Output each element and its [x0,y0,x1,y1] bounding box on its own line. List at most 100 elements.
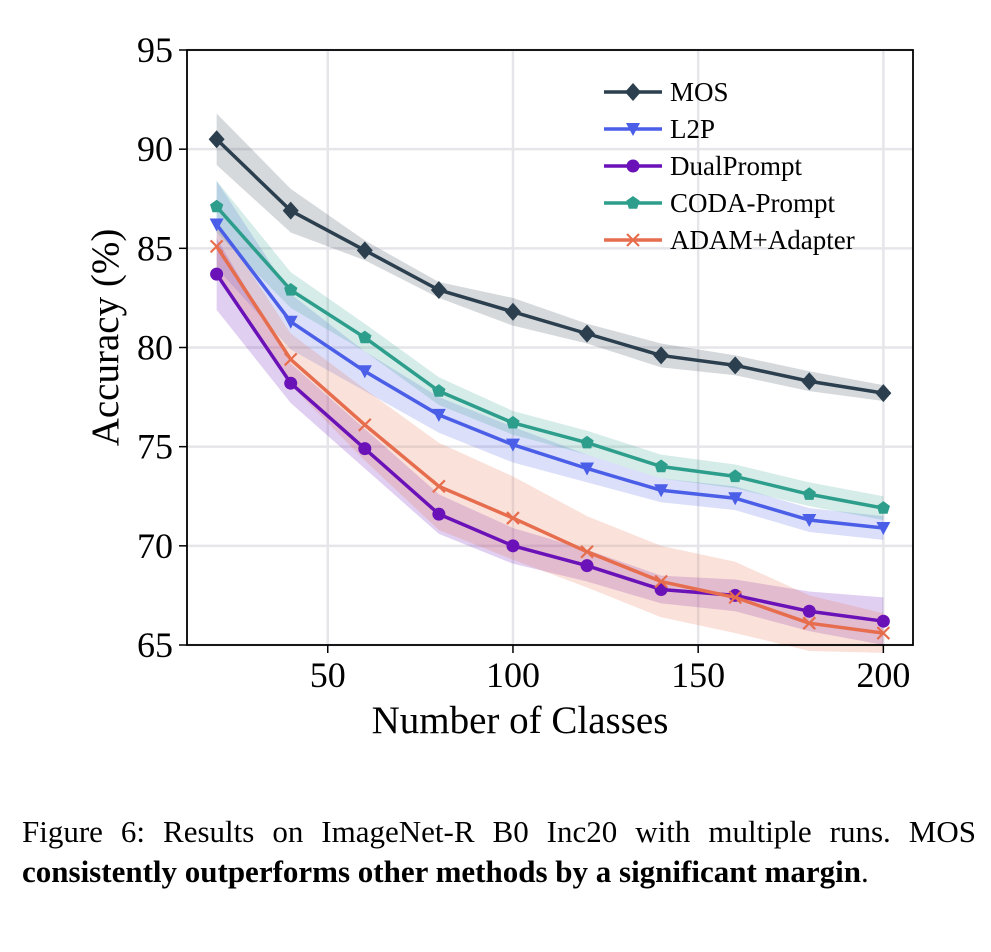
legend-marker [625,83,641,101]
marker-stroke [728,590,742,605]
y-tick-label: 65 [137,625,173,665]
legend-item-l2p: L2P [604,114,715,144]
marker-stroke [626,233,640,247]
data-point-coda-prompt [432,384,446,397]
data-point-coda-prompt [580,435,594,449]
marker-stroke [802,616,817,630]
data-point-l2p [209,218,224,232]
marker-stroke [580,545,594,559]
y-tick-label: 80 [137,328,173,368]
y-tick-label: 70 [137,526,173,566]
data-point-l2p [802,514,817,528]
data-point-adam-adapter [728,590,742,605]
legend-item-mos: MOS [604,77,729,107]
data-point-coda-prompt [506,415,520,429]
data-point-adam-adapter [580,545,594,559]
data-point-l2p [728,492,743,506]
data-point-dualprompt [802,604,816,618]
data-point-dualprompt [210,267,224,281]
data-point-mos [504,302,521,321]
data-point-mos [430,280,447,299]
legend: MOS L2P DualPrompt CODA-Prompt ADAM+Adapter [604,77,855,255]
marker-stroke [876,626,891,640]
series-line-adam-adapter [215,245,884,635]
confidence-band [216,180,884,521]
data-point-mos [579,324,596,343]
data-point-adam-adapter [654,574,668,589]
caption-label: Figure 6: [22,814,146,849]
marker-stroke [283,352,298,367]
caption-text: Results on ImageNet-R B0 Inc20 with mult… [145,814,976,849]
data-point-mos [801,372,818,391]
marker-stroke [432,479,446,494]
data-point-l2p [876,521,891,535]
data-point-coda-prompt [876,501,890,514]
data-point-adam-adapter [358,418,372,432]
data-point-coda-prompt [728,469,742,483]
x-tick-label: 150 [671,655,725,695]
data-point-adam-adapter [506,511,520,525]
legend-marker [626,159,640,173]
legend-marker [626,233,640,247]
x-tick-label: 200 [856,655,910,695]
series-line-l2p [215,223,884,530]
caption-end: . [860,854,869,890]
data-point-coda-prompt [802,487,816,500]
data-point-l2p [505,438,520,452]
data-point-mos [727,356,744,375]
legend-label: ADAM+Adapter [670,225,855,255]
y-tick-label: 75 [137,427,173,467]
legend-marker [626,196,640,209]
y-tick-label: 85 [137,228,173,268]
data-point-l2p [283,315,298,329]
line-chart: 50 100 150 200 65 70 75 80 85 90 95 Number of Class… [84,30,914,742]
series-line-mos [215,137,884,395]
data-point-l2p [357,365,372,379]
marker-stroke [358,418,372,432]
data-point-dualprompt [876,614,890,628]
legend-label: CODA-Prompt [670,188,836,218]
x-tick-label: 100 [486,655,540,695]
legend-label: MOS [670,77,729,107]
data-point-mos [208,130,225,149]
data-point-dualprompt [432,507,446,521]
legend-item-dualprompt: DualPrompt [604,151,802,181]
y-tick-label: 90 [137,129,173,169]
data-point-dualprompt [358,442,372,456]
data-point-adam-adapter [209,239,224,254]
y-tick-label: 95 [137,30,173,70]
data-point-adam-adapter [802,616,817,630]
series-line-dualprompt [215,273,884,623]
data-point-dualprompt [506,539,520,553]
data-point-l2p [580,462,595,476]
legend-label: L2P [670,114,715,144]
series-line-coda-prompt [215,205,884,510]
caption-bold-text: consistently outperforms other methods b… [22,854,861,890]
data-point-coda-prompt [284,283,298,296]
data-point-adam-adapter [283,352,298,367]
x-tick-label: 50 [310,655,346,695]
data-point-l2p [654,484,669,498]
figure-caption: Figure 6: Results on ImageNet-R B0 Inc20… [22,812,976,893]
data-point-mos [356,241,373,260]
data-point-adam-adapter [432,479,446,494]
data-point-l2p [431,408,446,422]
data-point-mos [653,346,670,365]
data-point-mos [875,384,892,403]
x-axis-label: Number of Classes [372,699,669,742]
data-point-coda-prompt [358,330,372,344]
confidence-band [216,238,884,645]
data-point-adam-adapter [876,626,891,640]
data-point-coda-prompt [210,199,224,213]
legend-item-adam-adapter: ADAM+Adapter [604,225,855,255]
data-point-coda-prompt [654,459,668,473]
marker-stroke [209,239,224,254]
legend-marker [626,123,640,136]
marker-stroke [654,574,668,589]
data-point-mos [282,201,299,220]
legend-label: DualPrompt [670,151,802,181]
legend-item-coda-prompt: CODA-Prompt [604,188,836,218]
data-point-dualprompt [580,559,594,573]
data-point-dualprompt [284,376,298,390]
marker-stroke [506,511,520,525]
